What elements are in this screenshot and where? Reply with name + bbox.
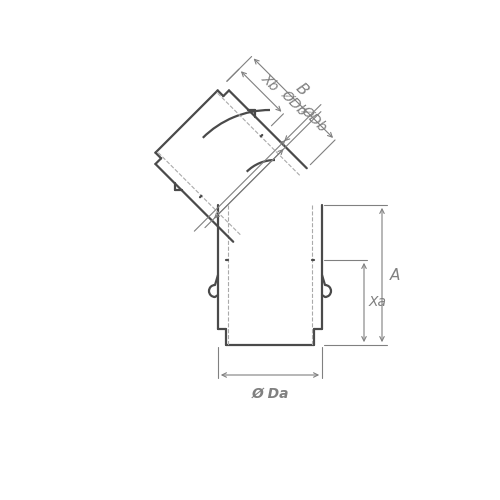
Text: ØDb: ØDb — [278, 88, 310, 119]
Text: Xb: Xb — [258, 72, 281, 94]
Text: Ø Da: Ø Da — [252, 387, 289, 401]
Text: ØDb: ØDb — [298, 103, 330, 134]
Text: B: B — [293, 80, 311, 99]
Text: A: A — [390, 268, 400, 282]
Text: Xa: Xa — [369, 296, 387, 310]
